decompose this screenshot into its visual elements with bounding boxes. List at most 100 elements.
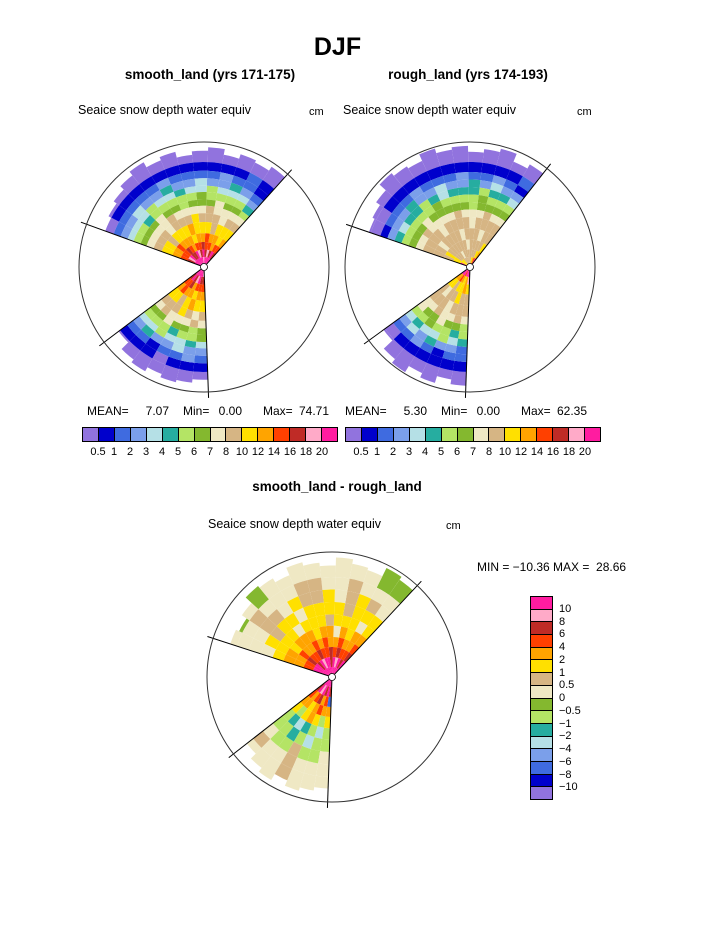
diff-colorbar-cell	[530, 735, 553, 750]
page-title: DJF	[313, 33, 362, 61]
colorbar-cell	[504, 427, 522, 442]
colorbar-tick: 18	[299, 446, 313, 458]
polar-plot-rough-land	[337, 134, 603, 400]
diff-colorbar-cell	[530, 748, 553, 762]
colorbar-ticks-smooth-land: 0.5 1 2 3 4 5 6 7 8 10 12 14 16 18 20	[82, 446, 340, 459]
max-value: 74.71	[299, 404, 330, 418]
field-label-diff: Seaice snow depth water equiv	[208, 517, 382, 531]
diff-colorbar-cell	[530, 697, 553, 712]
colorbar-tick: 12	[514, 446, 528, 458]
colorbar-cell	[552, 427, 570, 442]
panel-title-smooth-land: smooth_land (yrs 171-175)	[124, 67, 296, 82]
diff-colorbar-tick: −4	[559, 743, 572, 755]
mean-value: 7.07	[145, 404, 169, 418]
mean-label: MEAN=	[345, 404, 387, 418]
colorbar-tick: 1	[373, 446, 381, 458]
max-label: Max=	[521, 404, 551, 418]
diff-colorbar-tick: 1	[559, 666, 566, 679]
colorbar-tick: 16	[283, 446, 297, 458]
diff-colorbar-cell	[530, 621, 553, 636]
colorbar-tick: 2	[126, 446, 134, 458]
colorbar-tick: 14	[530, 446, 544, 458]
diff-colorbar-tick: 6	[559, 628, 566, 641]
diff-colorbar-cell	[530, 773, 553, 788]
colorbar-tick: 3	[405, 446, 413, 458]
stats-rough-land: MEAN= 5.30 Min= 0.00 Max= 62.35	[345, 404, 590, 418]
diff-colorbar-tick: 0	[559, 692, 566, 704]
colorbar-tick: 4	[158, 446, 166, 458]
diff-colorbar-ticks: 10 8 6 4 2 1 0.5 0 −0.5 −1 −2 −4 −6 −8 −10	[559, 596, 599, 800]
colorbar-tick: 18	[562, 446, 576, 458]
diff-colorbar-cell	[530, 684, 553, 699]
colorbar-tick: 12	[251, 446, 265, 458]
min-value: 0.00	[476, 404, 500, 418]
colorbar-tick: 4	[421, 446, 429, 458]
colorbar-cell	[129, 427, 147, 442]
diff-colorbar-tick: −1	[559, 717, 572, 730]
colorbar-cell	[568, 427, 586, 442]
diff-colorbar	[530, 596, 553, 800]
colorbar-cell	[584, 427, 601, 442]
diff-minmax-text: MIN = −10.36 MAX = 28.66	[477, 560, 627, 574]
colorbar-cell	[289, 427, 307, 442]
field-label-smooth-land: Seaice snow depth water equiv	[78, 103, 252, 117]
colorbar-cell	[82, 427, 99, 442]
colorbar-cell	[392, 427, 410, 442]
diff-colorbar-cell	[530, 659, 553, 674]
colorbar-tick: 20	[578, 446, 592, 458]
colorbar-tick: 0.5	[353, 446, 369, 458]
diff-panel-title: smooth_land - rough_land	[252, 479, 422, 494]
colorbar-tick: 14	[267, 446, 281, 458]
colorbar-cell	[488, 427, 506, 442]
min-value: 0.00	[218, 404, 242, 418]
colorbar-cell	[113, 427, 131, 442]
diff-colorbar-cell	[530, 596, 553, 610]
diff-colorbar-cell	[530, 672, 553, 686]
colorbar-cell	[520, 427, 538, 442]
colorbar-tick: 10	[235, 446, 249, 458]
colorbar-cell	[97, 427, 115, 442]
colorbar-tick: 6	[453, 446, 461, 458]
panel-title-rough-land: rough_land (yrs 174-193)	[388, 67, 548, 82]
polar-plot-smooth-land	[71, 134, 337, 400]
units-label-diff: cm	[446, 520, 461, 532]
diff-colorbar-tick: 4	[559, 641, 566, 653]
stats-smooth-land: MEAN= 7.07 Min= 0.00 Max= 74.71	[87, 404, 332, 418]
colorbar-cell	[345, 427, 362, 442]
colorbar-tick: 16	[546, 446, 560, 458]
colorbar-cell	[536, 427, 554, 442]
colorbar-tick: 3	[142, 446, 150, 458]
colorbar-cell	[360, 427, 378, 442]
field-label-rough-land: Seaice snow depth water equiv	[343, 103, 517, 117]
min-label: Min=	[183, 404, 210, 418]
colorbar-tick: 20	[315, 446, 329, 458]
min-label: Min=	[441, 404, 468, 418]
diff-colorbar-tick: 8	[559, 615, 566, 628]
diff-colorbar-cell	[530, 760, 553, 775]
colorbar-cell	[225, 427, 243, 442]
mean-value: 5.30	[403, 404, 427, 418]
colorbar-tick: 2	[389, 446, 397, 458]
colorbar-cell	[424, 427, 442, 442]
diff-colorbar-tick: −8	[559, 768, 572, 781]
colorbar-tick: 5	[437, 446, 445, 458]
diff-colorbar-cell	[530, 710, 553, 724]
colorbar-tick: 7	[469, 446, 477, 458]
diff-colorbar-cell	[530, 646, 553, 661]
diff-colorbar-tick: 0.5	[559, 679, 575, 692]
colorbar-cell	[408, 427, 426, 442]
polar-plot-diff	[199, 544, 465, 810]
colorbar-cell	[161, 427, 179, 442]
units-label-smooth-land: cm	[309, 106, 324, 118]
colorbar-cell	[472, 427, 490, 442]
colorbar-cell	[273, 427, 291, 442]
mean-label: MEAN=	[87, 404, 129, 418]
colorbar-rough-land	[345, 427, 601, 442]
colorbar-tick: 5	[174, 446, 182, 458]
colorbar-ticks-rough-land: 0.5 1 2 3 4 5 6 7 8 10 12 14 16 18 20	[345, 446, 603, 459]
diff-colorbar-tick: −6	[559, 755, 572, 768]
diff-colorbar-cell	[530, 786, 553, 800]
colorbar-smooth-land	[82, 427, 338, 442]
diff-colorbar-tick: 2	[559, 653, 566, 666]
